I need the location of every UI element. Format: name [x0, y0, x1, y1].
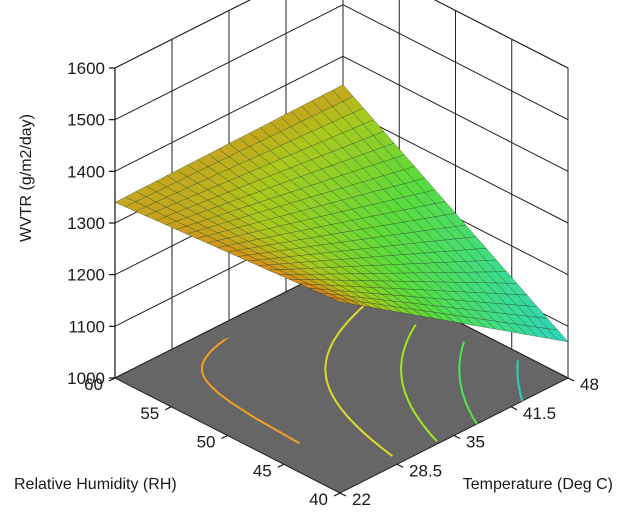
rh-tick — [108, 377, 116, 382]
z-tick-label: 1100 — [68, 317, 105, 336]
z-tick-label: 1200 — [67, 266, 105, 285]
rh-tick-label: 55 — [140, 404, 159, 423]
rh-tick-label: 50 — [197, 433, 216, 452]
temp-tick-label: 28.5 — [409, 461, 442, 480]
temp-tick — [510, 406, 518, 411]
z-axis-title: WVTR (g/m2/day) — [18, 114, 35, 242]
z-tick-label: 1600 — [67, 59, 105, 78]
rh-tick — [164, 406, 172, 411]
rh-tick — [277, 463, 285, 468]
temp-tick-label: 22 — [352, 490, 371, 509]
rh-tick-label: 45 — [253, 461, 272, 480]
z-tick-label: 1300 — [67, 214, 105, 233]
rh-axis-title: Relative Humidity (RH) — [14, 476, 177, 493]
wall-gridline-z — [114, 0, 569, 69]
temp-tick-label: 48 — [580, 375, 599, 394]
temp-axis-title: Temperature (Deg C) — [463, 476, 613, 493]
rh-tick-label: 60 — [84, 375, 103, 394]
temp-tick-label: 41.5 — [523, 404, 556, 423]
surface-cell — [329, 297, 351, 304]
rh-tick — [333, 492, 341, 497]
temp-tick — [396, 463, 404, 468]
temp-tick — [339, 492, 347, 497]
rh-tick-label: 40 — [309, 490, 328, 509]
z-tick-label: 1000 — [67, 369, 105, 388]
z-tick-label: 1400 — [67, 162, 105, 181]
temp-tick — [453, 434, 461, 440]
temp-tick-label: 35 — [466, 433, 485, 452]
temp-tick — [567, 377, 575, 382]
z-tick-label: 1500 — [67, 111, 105, 130]
rh-tick — [221, 434, 228, 440]
